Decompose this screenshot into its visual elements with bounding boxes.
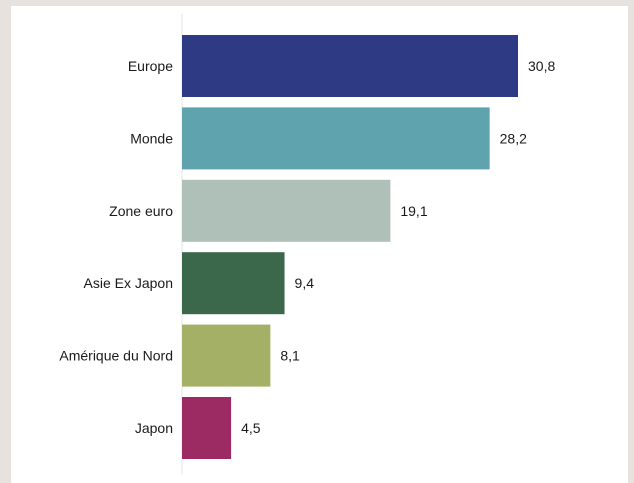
category-label-europe: Europe [128,58,173,74]
bar-asie-ex-japon [182,252,285,315]
bars-group: Europe 30,8 Monde 28,2 Zone euro 19,1 Asie Ex … [59,35,555,459]
bar-zone-euro [182,179,391,242]
category-label-monde: Monde [130,130,173,146]
category-label-asie-ex-japon: Asie Ex Japon [84,275,174,291]
category-label-japon: Japon [135,420,173,436]
bar-japon [182,397,232,459]
value-label-europe: 30,8 [528,58,555,74]
value-label-amerique-du-nord: 8,1 [280,348,300,364]
value-label-asie-ex-japon: 9,4 [295,275,315,291]
bar-europe [182,35,518,97]
category-label-zone-euro: Zone euro [109,203,173,219]
value-label-monde: 28,2 [500,130,527,146]
value-label-japon: 4,5 [241,420,261,436]
value-label-zone-euro: 19,1 [400,203,427,219]
bar-monde [182,107,490,170]
category-label-amerique-du-nord: Amérique du Nord [59,348,173,364]
bar-amerique-du-nord [182,324,271,387]
